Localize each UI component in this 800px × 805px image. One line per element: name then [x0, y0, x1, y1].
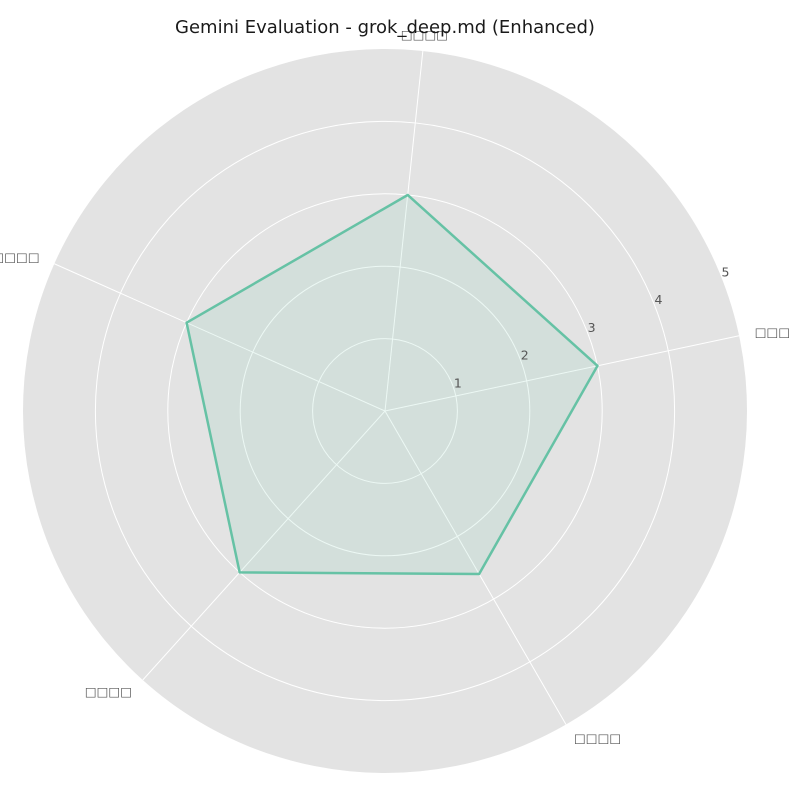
grid-ring-4: [94, 120, 676, 702]
category-label: □□□□: [85, 684, 132, 699]
r-tick-label: 4: [655, 292, 663, 307]
category-label: □□□□□: [0, 249, 40, 264]
grid-spoke-3: [54, 263, 386, 412]
category-label: □□□□: [574, 730, 621, 745]
grid-spoke-2: [384, 50, 424, 412]
grid-ring-3: [167, 193, 603, 629]
grid-spoke-5: [384, 410, 567, 725]
category-label: □□□: [755, 324, 790, 339]
polar-grid: [54, 50, 740, 725]
r-tick-label: 5: [721, 264, 729, 279]
r-tick-label: 1: [454, 375, 462, 390]
series-layer: [185, 193, 599, 576]
grid-spoke-4: [142, 410, 386, 681]
grid-spoke-1: [384, 335, 740, 412]
r-tick-label: 3: [588, 320, 596, 335]
series-line: [185, 193, 599, 576]
chart-title: Gemini Evaluation - grok_deep.md (Enhanc…: [175, 17, 595, 38]
grid-ring-1: [312, 338, 458, 484]
series-area: [186, 194, 598, 575]
grid-ring-2: [239, 265, 531, 557]
r-tick-label: 2: [521, 348, 529, 363]
category-label: □□□□: [401, 27, 448, 42]
